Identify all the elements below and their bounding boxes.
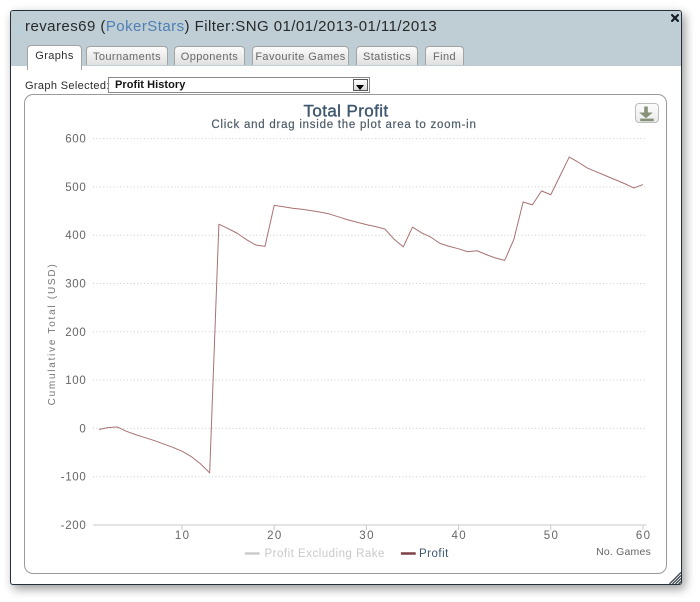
svg-text:Profit Excluding Rake: Profit Excluding Rake	[265, 548, 385, 560]
svg-text:60: 60	[636, 530, 652, 542]
svg-text:Total Profit: Total Profit	[303, 102, 388, 121]
svg-text:0: 0	[79, 423, 86, 435]
svg-text:Click and drag inside the plot: Click and drag inside the plot area to z…	[211, 119, 476, 131]
svg-text:30: 30	[359, 530, 375, 542]
svg-text:-100: -100	[61, 472, 87, 484]
svg-text:No. Games: No. Games	[596, 546, 651, 558]
svg-text:600: 600	[65, 134, 86, 146]
svg-text:500: 500	[65, 182, 86, 194]
svg-text:200: 200	[65, 327, 86, 339]
svg-text:50: 50	[544, 530, 560, 542]
svg-text:40: 40	[452, 530, 468, 542]
svg-text:300: 300	[65, 279, 86, 291]
svg-text:100: 100	[65, 375, 86, 387]
svg-text:20: 20	[267, 530, 283, 542]
svg-text:10: 10	[175, 530, 191, 542]
svg-text:400: 400	[65, 230, 86, 242]
svg-text:Profit: Profit	[419, 548, 449, 560]
svg-text:Cumulative Total (USD): Cumulative Total (USD)	[47, 263, 58, 406]
svg-text:-200: -200	[61, 520, 87, 532]
